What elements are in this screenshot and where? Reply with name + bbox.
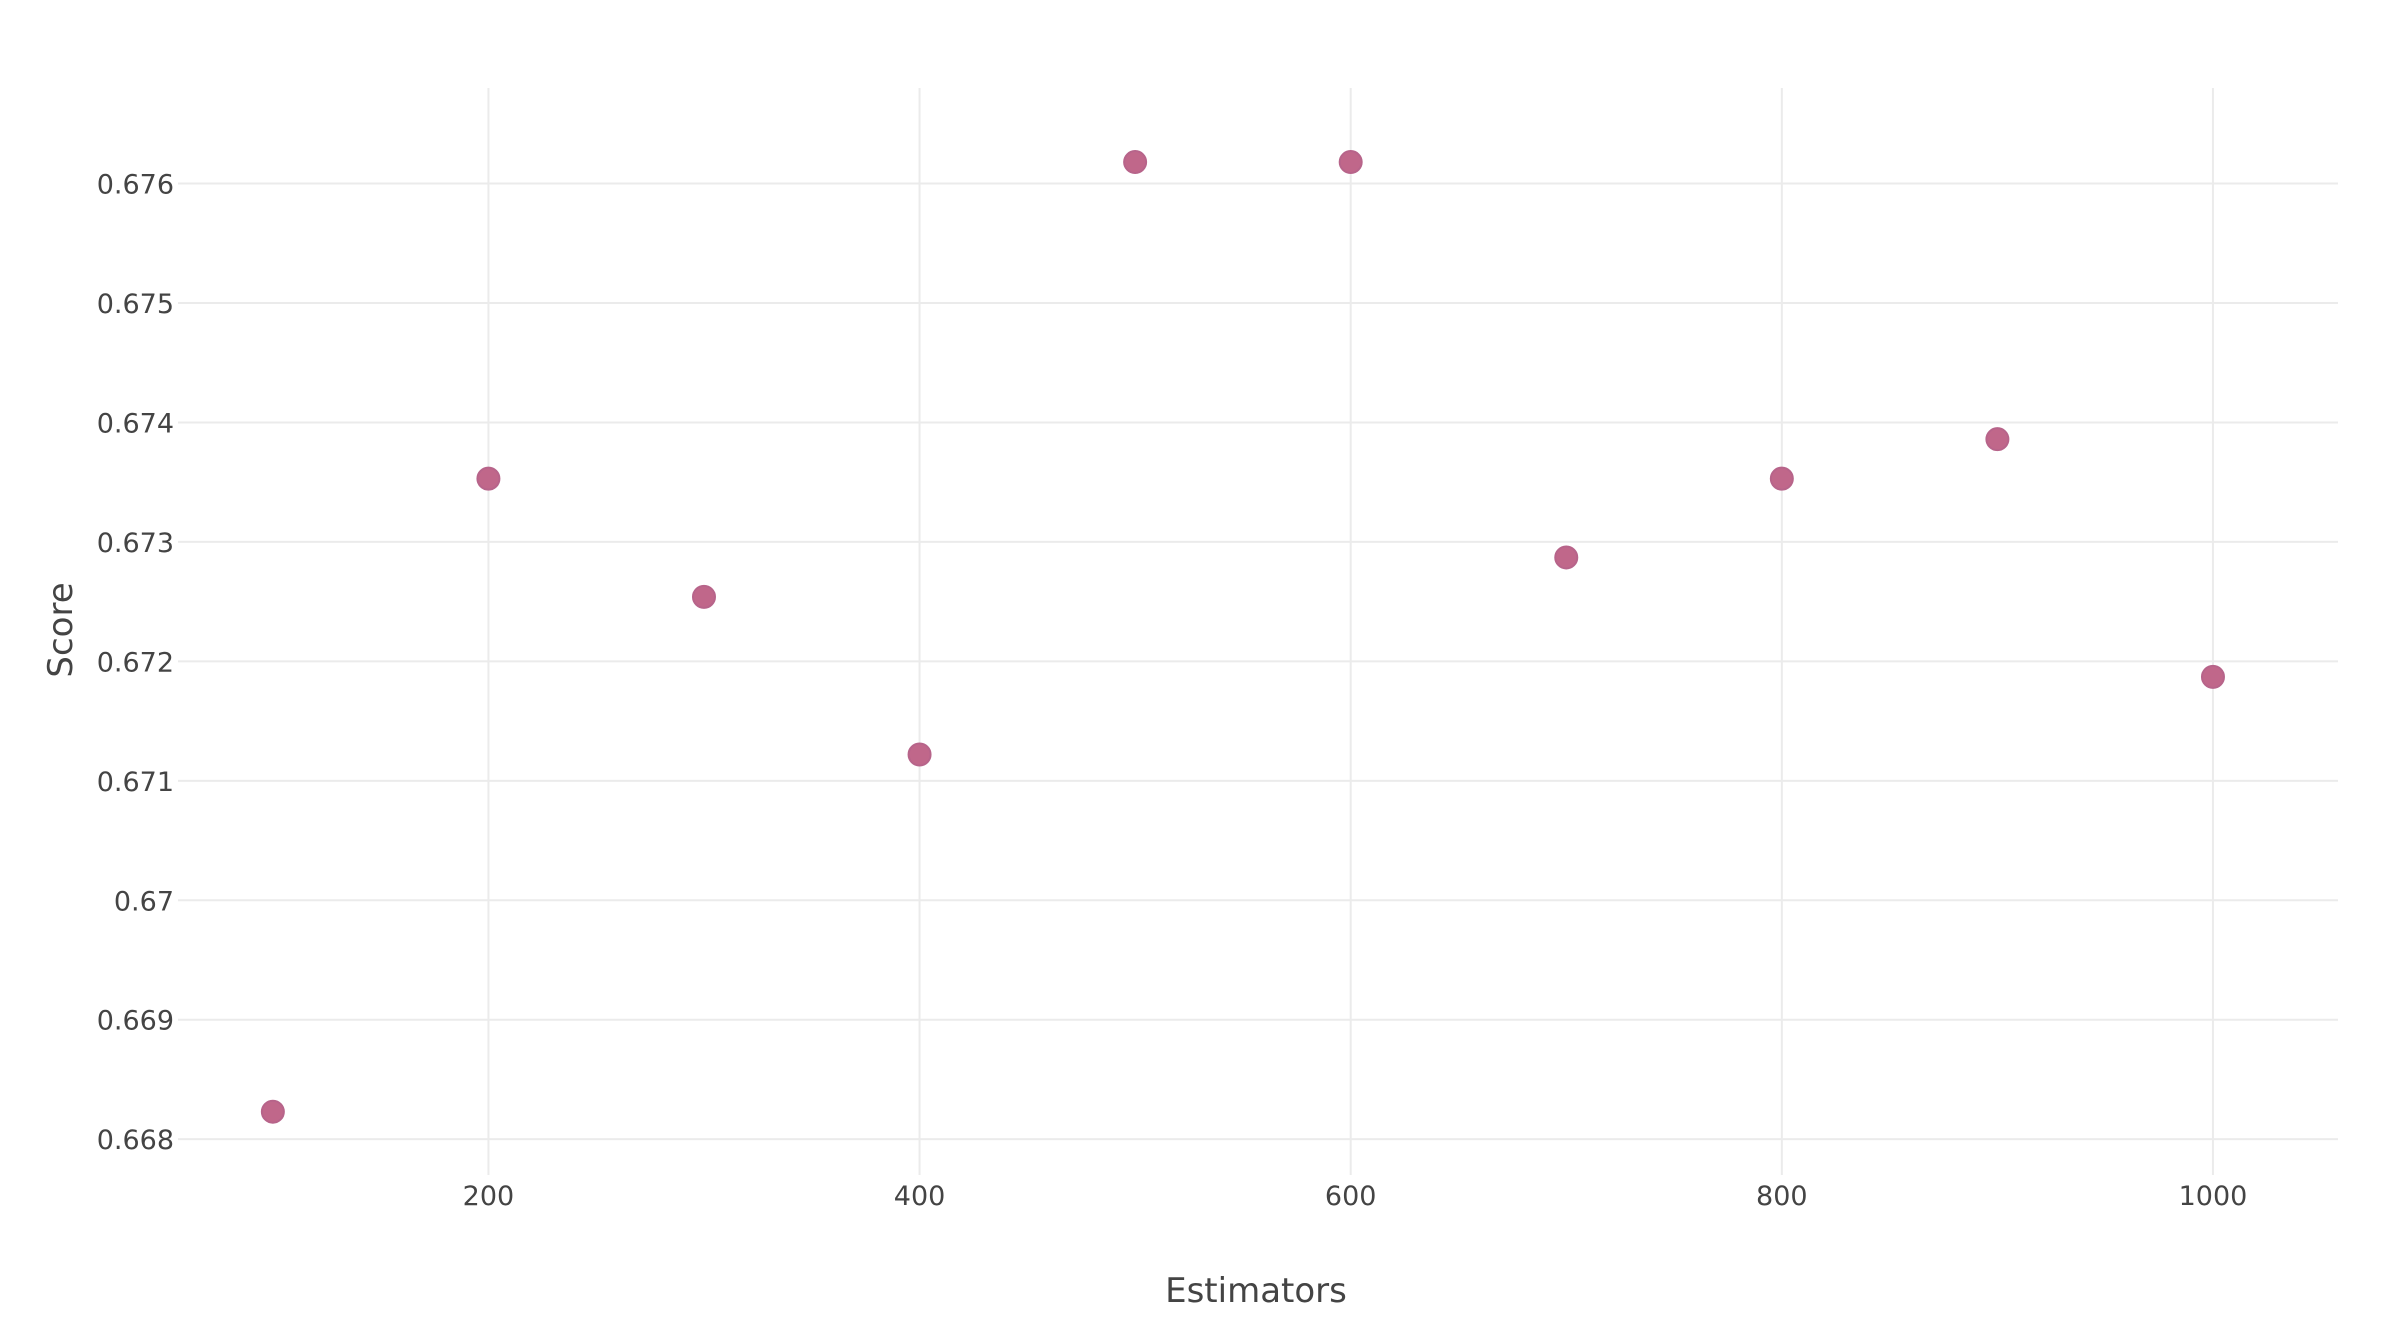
- tick-labels: 200 400 600 800 1000 0.668 0.669 0.67 0.671 0.672…: [97, 170, 2248, 1212]
- data-point: [2200, 664, 2225, 689]
- x-tick-label: 800: [1756, 1181, 1808, 1212]
- data-point: [691, 584, 716, 609]
- data-point: [1985, 427, 2010, 452]
- x-tick-label: 1000: [2179, 1181, 2248, 1212]
- grid-layer: [178, 88, 2338, 1175]
- data-points: [260, 150, 2225, 1124]
- y-tick-label: 0.67: [114, 886, 174, 917]
- y-axis-title: Score: [41, 582, 81, 677]
- y-tick-label: 0.671: [97, 767, 174, 798]
- data-point: [907, 742, 932, 767]
- x-axis-title: Estimators: [1165, 1271, 1347, 1311]
- data-point: [476, 466, 501, 491]
- data-point: [1123, 150, 1148, 175]
- x-tick-label: 400: [894, 1181, 946, 1212]
- y-tick-label: 0.673: [97, 528, 174, 559]
- y-tick-label: 0.669: [97, 1006, 174, 1037]
- data-point: [1554, 545, 1579, 570]
- y-tick-label: 0.672: [97, 647, 174, 678]
- x-tick-label: 200: [463, 1181, 515, 1212]
- y-tick-label: 0.674: [97, 408, 174, 439]
- data-point: [1769, 466, 1794, 491]
- y-tick-label: 0.676: [97, 170, 174, 201]
- y-tick-label: 0.668: [97, 1125, 174, 1156]
- data-point: [1338, 150, 1363, 175]
- data-point: [260, 1099, 285, 1124]
- x-tick-label: 600: [1325, 1181, 1377, 1212]
- y-tick-label: 0.675: [97, 289, 174, 320]
